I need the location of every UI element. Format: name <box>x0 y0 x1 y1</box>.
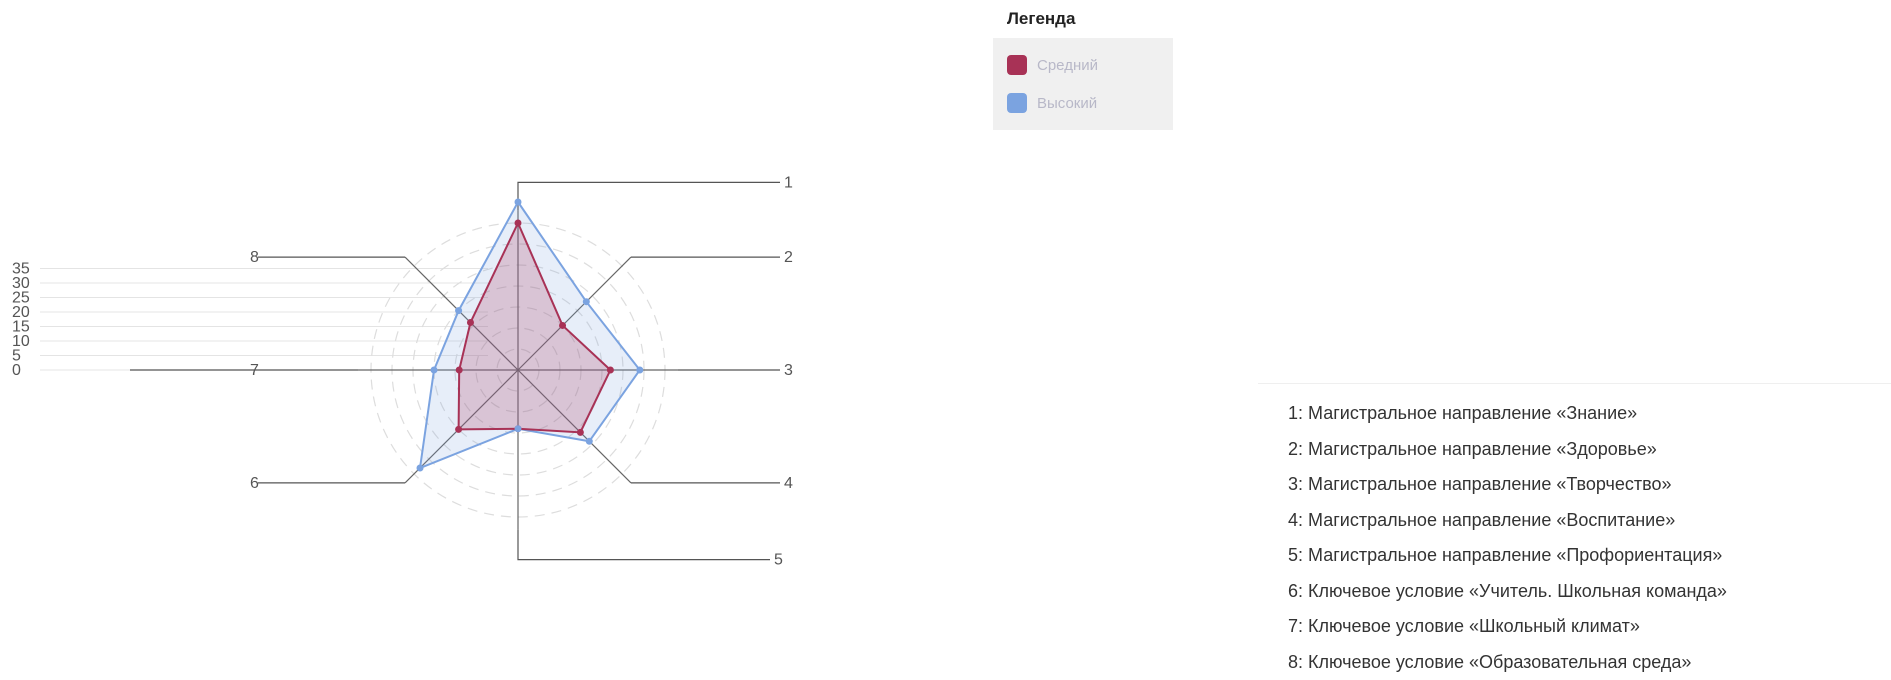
spoke-label: 7 <box>250 362 259 379</box>
data-point <box>455 426 462 433</box>
legend-label-vysokij: Высокий <box>1037 95 1097 112</box>
y-tick-label: 20 <box>12 304 30 321</box>
legend-label-srednij: Средний <box>1037 57 1098 74</box>
legend-item-vysokij[interactable]: Высокий <box>993 84 1173 122</box>
axis-description: 8: Ключевое условие «Образовательная сре… <box>1258 645 1891 680</box>
y-tick-label: 0 <box>12 362 21 379</box>
data-point <box>416 465 423 472</box>
data-point <box>607 367 614 374</box>
data-point <box>586 438 593 445</box>
spoke-label: 6 <box>250 475 259 492</box>
spoke-label: 1 <box>784 174 793 191</box>
data-point <box>515 199 522 206</box>
legend-box: Средний Высокий <box>993 38 1173 130</box>
data-point <box>559 322 566 329</box>
data-point <box>431 367 438 374</box>
axis-description: 3: Магистральное направление «Творчество… <box>1258 467 1891 503</box>
series-areas <box>420 202 640 468</box>
legend-swatch-vysokij <box>1007 93 1027 113</box>
y-tick-label: 10 <box>12 333 30 350</box>
axis-description: 1: Магистральное направление «Знание» <box>1258 396 1891 432</box>
axis-description: 2: Магистральное направление «Здоровье» <box>1258 432 1891 468</box>
data-point <box>577 429 584 436</box>
y-tick-label: 25 <box>12 290 30 307</box>
data-point <box>583 298 590 305</box>
y-tick-label: 5 <box>12 348 21 365</box>
legend: Легенда Средний Высокий <box>993 8 1173 130</box>
data-point <box>636 367 643 374</box>
data-point <box>467 319 474 326</box>
axis-description: 5: Магистральное направление «Профориент… <box>1258 538 1891 574</box>
y-tick-label: 30 <box>12 275 30 292</box>
legend-swatch-srednij <box>1007 55 1027 75</box>
data-point <box>515 220 522 227</box>
axis-description: 7: Ключевое условие «Школьный климат» <box>1258 609 1891 645</box>
y-tick-label: 15 <box>12 319 30 336</box>
legend-item-srednij[interactable]: Средний <box>993 46 1173 84</box>
spoke-label: 5 <box>774 552 783 569</box>
data-point <box>455 307 462 314</box>
spoke-label: 3 <box>784 362 793 379</box>
axis-descriptions: 1: Магистральное направление «Знание» 2:… <box>1258 383 1891 680</box>
spoke-label: 8 <box>250 249 259 266</box>
data-point <box>456 367 463 374</box>
spoke-label: 2 <box>784 249 793 266</box>
legend-title: Легенда <box>1007 8 1173 30</box>
spoke-callout <box>518 182 780 210</box>
y-tick-label: 35 <box>12 261 30 278</box>
axis-description: 6: Ключевое условие «Учитель. Школьная к… <box>1258 574 1891 610</box>
axis-description: 4: Магистральное направление «Воспитание… <box>1258 503 1891 539</box>
spoke-label: 4 <box>784 475 793 492</box>
data-point <box>515 425 522 432</box>
spoke-callout <box>518 530 770 560</box>
